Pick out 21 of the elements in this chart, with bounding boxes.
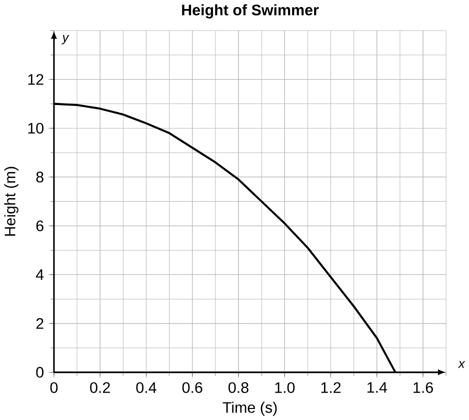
y-tick-label: 4 (36, 269, 44, 280)
y-tick-label: 0 (36, 366, 44, 378)
y-tick-label: 6 (36, 220, 44, 232)
y-tick-label: 8 (36, 172, 44, 182)
y-tick-label: 10 (28, 122, 44, 134)
x-tick-label: 1.0 (275, 382, 295, 393)
x-tick-label: 1.2 (321, 382, 341, 393)
y-tick-label: 2 (36, 318, 44, 329)
x-tick-label: 0.2 (90, 382, 110, 393)
x-tick-label: 0.4 (136, 382, 156, 393)
x-axis-title: Time (s) (222, 402, 277, 416)
x-tick-label: 1.6 (414, 382, 433, 393)
text: x (458, 361, 466, 368)
y-axis-title: Height (m) (4, 166, 18, 236)
annotation: y (62, 35, 70, 44)
x-tick-label: 0.8 (228, 382, 248, 393)
y-tick-label: 12 (28, 74, 44, 85)
x-tick-label: 1.4 (367, 382, 388, 393)
x-tick-label: 0.6 (182, 382, 202, 393)
x-tick-label: 0 (50, 382, 58, 393)
chart-title: Height of Swimmer (182, 4, 319, 18)
